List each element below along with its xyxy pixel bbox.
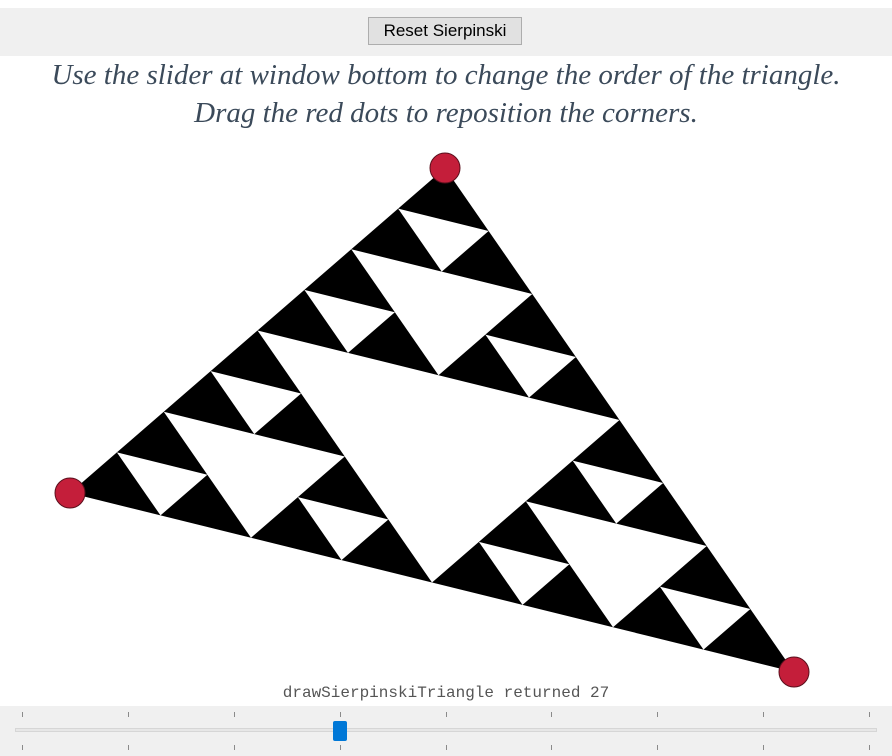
corner-handles — [54, 152, 810, 688]
status-message: drawSierpinskiTriangle returned 27 — [0, 684, 892, 702]
slider-tick — [234, 712, 235, 717]
filled-subtriangle — [441, 231, 533, 294]
filled-subtriangle — [703, 609, 794, 672]
filled-subtriangle — [659, 546, 751, 609]
slider-tick — [446, 712, 447, 717]
filled-subtriangle — [163, 371, 255, 435]
corner-handle-top[interactable] — [429, 152, 461, 184]
filled-subtriangle — [522, 564, 613, 628]
status-text: drawSierpinskiTriangle returned 27 — [282, 684, 610, 702]
slider-tick — [657, 745, 658, 750]
filled-subtriangle — [525, 460, 617, 524]
instruction-line-2: Drag the red dots to reposition the corn… — [194, 97, 698, 129]
order-slider — [0, 706, 892, 756]
slider-tick — [763, 745, 764, 750]
filled-subtriangle — [254, 393, 345, 457]
filled-subtriangle — [432, 541, 523, 605]
sierpinski-triangle — [70, 168, 794, 672]
filled-subtriangle — [572, 420, 664, 483]
filled-subtriangle — [304, 249, 395, 313]
filled-subtriangle — [257, 289, 348, 353]
slider-tick — [340, 712, 341, 717]
reset-sierpinski-button[interactable]: Reset Sierpinski — [368, 17, 522, 45]
filled-subtriangle — [616, 483, 707, 546]
filled-subtriangle — [529, 357, 620, 420]
corner-handle-left[interactable] — [54, 477, 86, 509]
slider-tick — [551, 712, 552, 717]
toolbar: Reset Sierpinski — [0, 8, 892, 56]
filled-subtriangle — [251, 497, 342, 561]
slider-tick — [340, 745, 341, 750]
slider-tick — [869, 712, 870, 717]
slider-tick — [234, 745, 235, 750]
slider-track[interactable] — [15, 728, 877, 732]
filled-subtriangle — [341, 519, 432, 583]
slider-tick — [657, 712, 658, 717]
slider-tick — [446, 745, 447, 750]
slider-tick — [22, 712, 23, 717]
filled-subtriangle — [478, 501, 570, 565]
filled-subtriangle — [485, 294, 576, 357]
slider-tick — [128, 712, 129, 717]
instruction-line-1: Use the slider at window bottom to chang… — [51, 59, 841, 91]
filled-subtriangle — [351, 208, 442, 272]
filled-subtriangle — [348, 312, 439, 376]
filled-subtriangle — [613, 586, 704, 650]
slider-thumb[interactable] — [333, 721, 347, 741]
filled-subtriangle — [297, 456, 389, 520]
filled-subtriangle — [160, 474, 251, 538]
instructions: Use the slider at window bottom to chang… — [0, 56, 892, 132]
filled-subtriangle — [116, 411, 208, 475]
slider-tick — [22, 745, 23, 750]
corner-handle-right[interactable] — [778, 656, 810, 688]
filled-subtriangle — [398, 168, 489, 231]
filled-subtriangle — [210, 330, 302, 394]
slider-tick — [128, 745, 129, 750]
slider-tick — [869, 745, 870, 750]
slider-tick — [763, 712, 764, 717]
filled-subtriangle — [70, 452, 161, 516]
slider-tick — [551, 745, 552, 750]
filled-subtriangle — [438, 334, 529, 398]
